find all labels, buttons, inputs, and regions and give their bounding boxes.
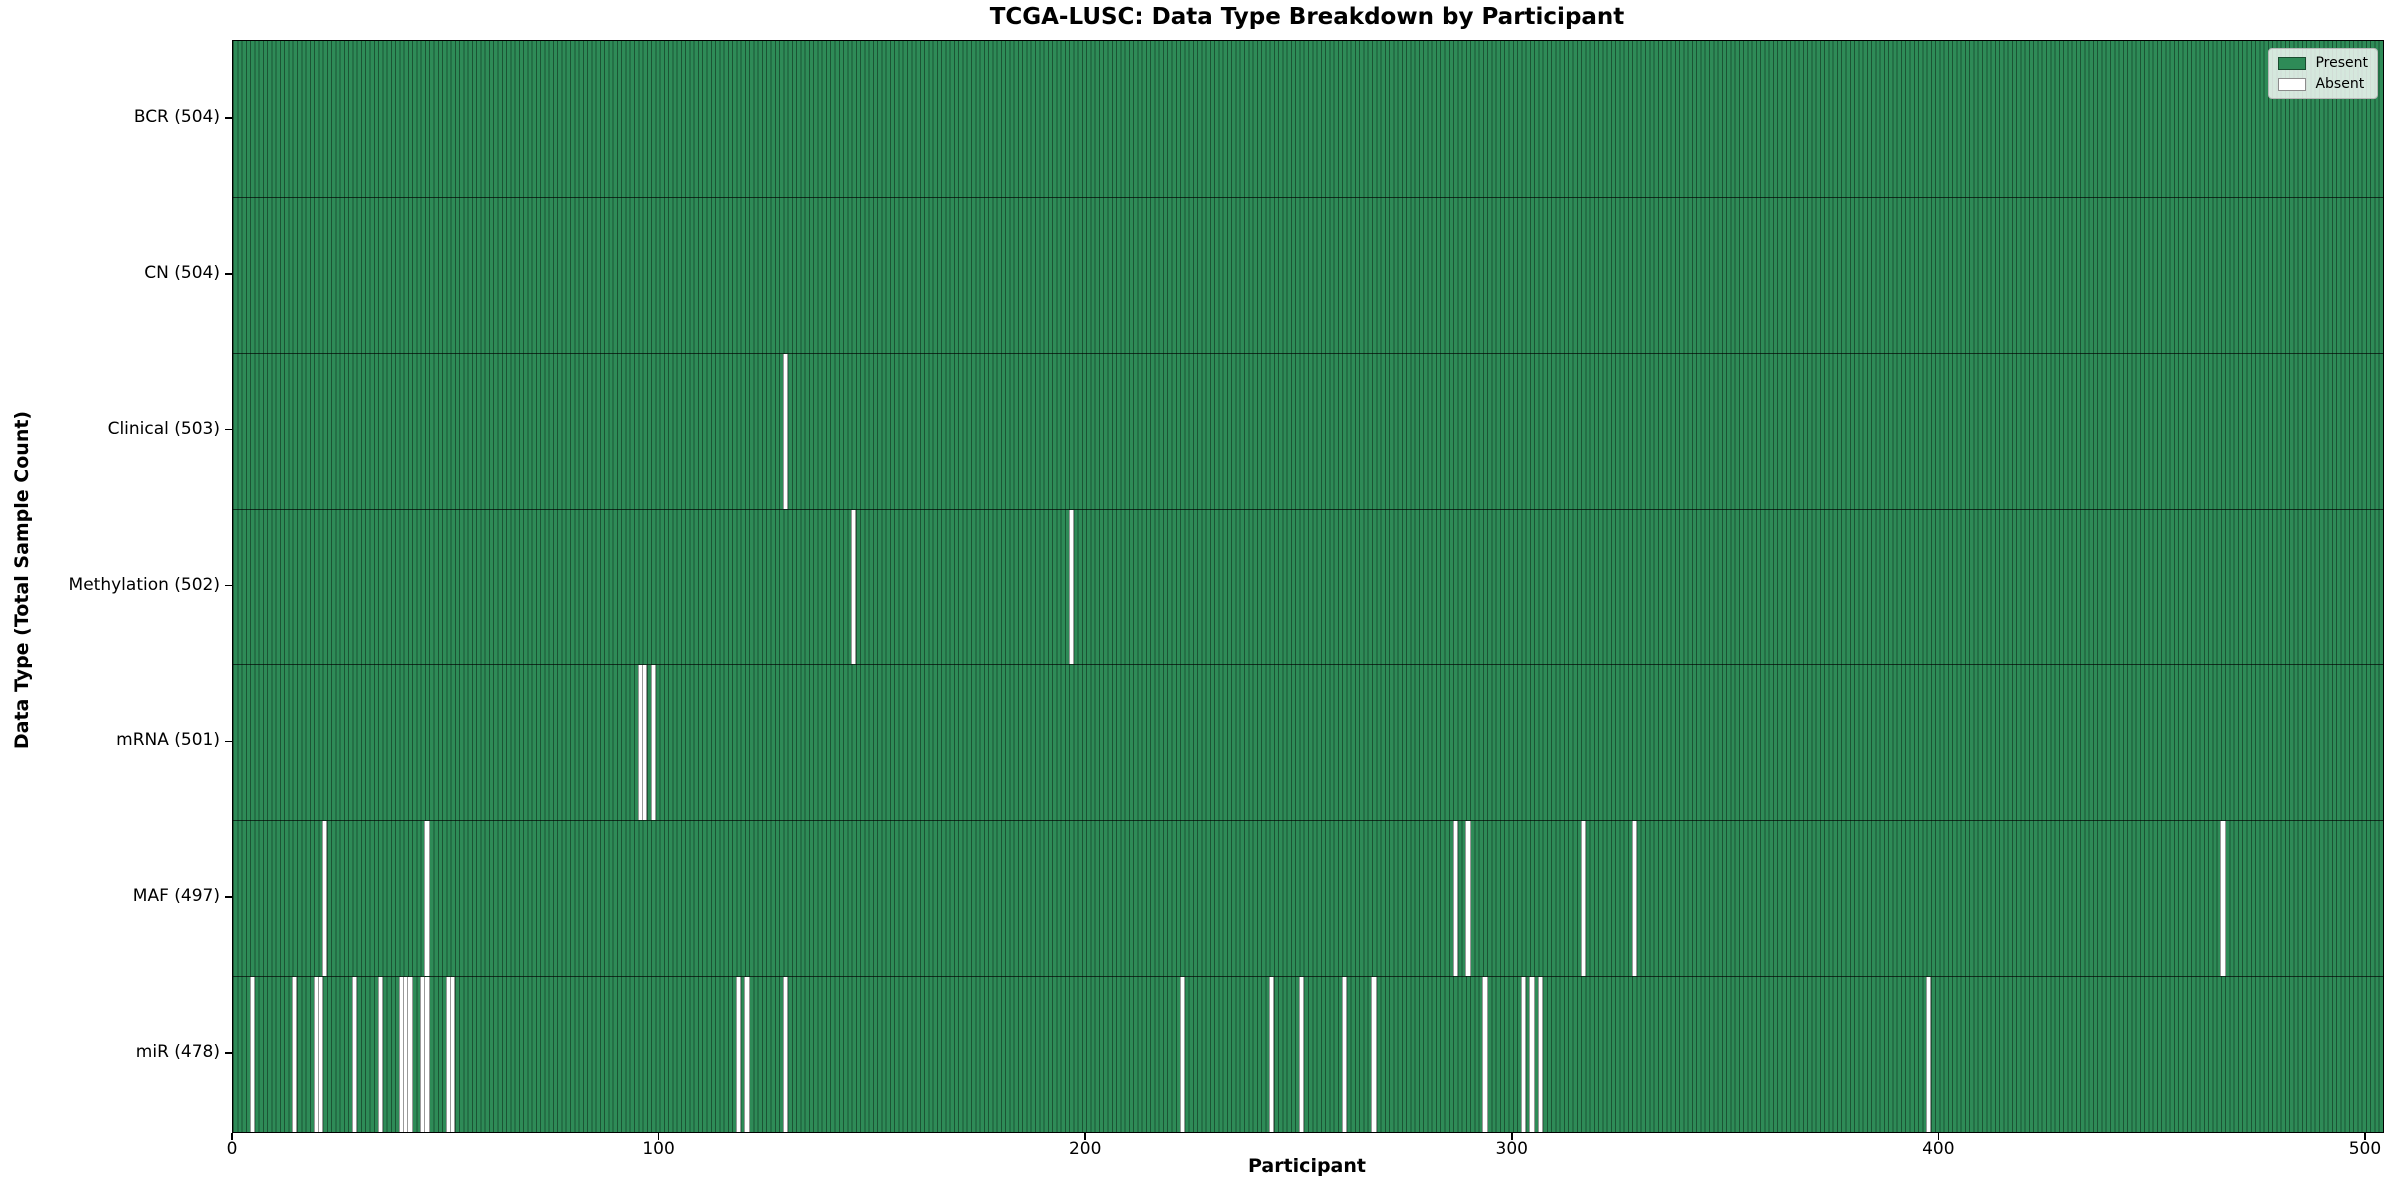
absent-stripe-miR-129: [782, 977, 789, 1132]
absent-stripe-MAF-45: [424, 821, 430, 977]
y-tick-mark-BCR: [225, 117, 232, 119]
row-BCR: [233, 41, 2383, 197]
row-Clinical: [233, 352, 2383, 509]
y-tick-mark-miR: [225, 1052, 232, 1054]
x-tick-mark-300: [1511, 1132, 1513, 1140]
absent-stripe-miR-222: [1179, 977, 1185, 1132]
y-tick-label-BCR: BCR (504): [133, 106, 220, 127]
legend-entry-present: Present: [2278, 55, 2368, 71]
x-tick-label-400: 400: [1922, 1139, 1955, 1159]
y-tick-label-mRNA: mRNA (501): [116, 730, 220, 751]
y-tick-mark-CN: [225, 273, 232, 275]
y-tick-label-Methylation: Methylation (502): [68, 574, 220, 595]
absent-stripe-miR-4: [249, 977, 255, 1132]
x-tick-label-0: 0: [226, 1139, 238, 1159]
absent-stripe-miR-260: [1341, 977, 1347, 1132]
x-tick-mark-500: [2364, 1132, 2366, 1140]
x-tick-mark-0: [231, 1132, 233, 1140]
x-tick-label-500: 500: [2348, 1139, 2382, 1159]
absent-stripe-miR-45: [424, 977, 430, 1132]
absent-stripe-Methylation-145: [851, 509, 857, 665]
x-axis-label: Participant: [1247, 1155, 1366, 1177]
absent-stripe-miR-302: [1520, 977, 1527, 1132]
absent-stripe-MAF-316: [1580, 821, 1586, 977]
absent-stripe-miR-306: [1537, 977, 1544, 1132]
absent-stripe-miR-267: [1371, 977, 1377, 1132]
legend-absent-label: Absent: [2315, 76, 2365, 92]
absent-stripe-miR-304: [1529, 977, 1535, 1132]
absent-stripe-MAF-328: [1631, 821, 1637, 977]
plot-area: Present Absent: [232, 40, 2384, 1133]
x-tick-mark-100: [657, 1132, 660, 1140]
legend-entry-absent: Absent: [2278, 76, 2368, 92]
legend: Present Absent: [2268, 48, 2378, 99]
y-tick-label-miR: miR (478): [135, 1042, 220, 1063]
absent-stripe-MAF-21: [322, 821, 328, 977]
row-CN: [233, 196, 2383, 353]
absent-stripe-miR-14: [292, 977, 298, 1132]
legend-present-label: Present: [2315, 55, 2368, 71]
x-tick-label-200: 200: [1068, 1139, 1102, 1159]
absent-stripe-Clinical-129: [782, 353, 789, 509]
y-tick-mark-MAF: [225, 896, 232, 898]
absent-stripe-miR-20: [317, 977, 324, 1132]
absent-stripe-MAF-466: [2220, 821, 2226, 977]
absent-stripe-miR-51: [450, 977, 456, 1132]
absent-stripe-miR-34: [377, 977, 383, 1132]
row-MAF: [233, 820, 2383, 977]
y-tick-mark-mRNA: [225, 740, 232, 743]
absent-stripe-miR-243: [1269, 977, 1275, 1132]
y-tick-mark-Clinical: [225, 428, 232, 431]
row-Methylation: [233, 508, 2383, 665]
absent-stripe-mRNA-96: [642, 665, 648, 821]
legend-present-swatch: [2278, 56, 2307, 70]
y-tick-label-MAF: MAF (497): [132, 886, 220, 907]
absent-stripe-MAF-289: [1465, 821, 1471, 977]
x-tick-mark-200: [1084, 1132, 1086, 1140]
y-tick-label-CN: CN (504): [144, 262, 220, 283]
absent-stripe-Methylation-196: [1068, 509, 1074, 665]
absent-stripe-miR-250: [1298, 977, 1305, 1132]
row-mRNA: [233, 664, 2383, 821]
absent-stripe-miR-28: [351, 977, 358, 1132]
x-tick-label-300: 300: [1495, 1139, 1528, 1159]
absent-stripe-miR-397: [1926, 977, 1932, 1132]
x-tick-mark-400: [1937, 1132, 1940, 1140]
x-tick-label-100: 100: [642, 1139, 675, 1159]
y-tick-mark-Methylation: [225, 584, 232, 587]
legend-absent-swatch: [2278, 77, 2307, 91]
absent-stripe-MAF-286: [1452, 821, 1458, 977]
y-tick-label-Clinical: Clinical (503): [107, 418, 220, 439]
row-miR: [233, 976, 2383, 1132]
absent-stripe-miR-41: [407, 977, 413, 1132]
chart-title: TCGA-LUSC: Data Type Breakdown by Partic…: [989, 4, 1625, 30]
absent-stripe-miR-118: [735, 977, 742, 1132]
absent-stripe-miR-120: [744, 977, 750, 1132]
absent-stripe-mRNA-98: [650, 665, 656, 821]
absent-stripe-miR-293: [1482, 977, 1488, 1132]
